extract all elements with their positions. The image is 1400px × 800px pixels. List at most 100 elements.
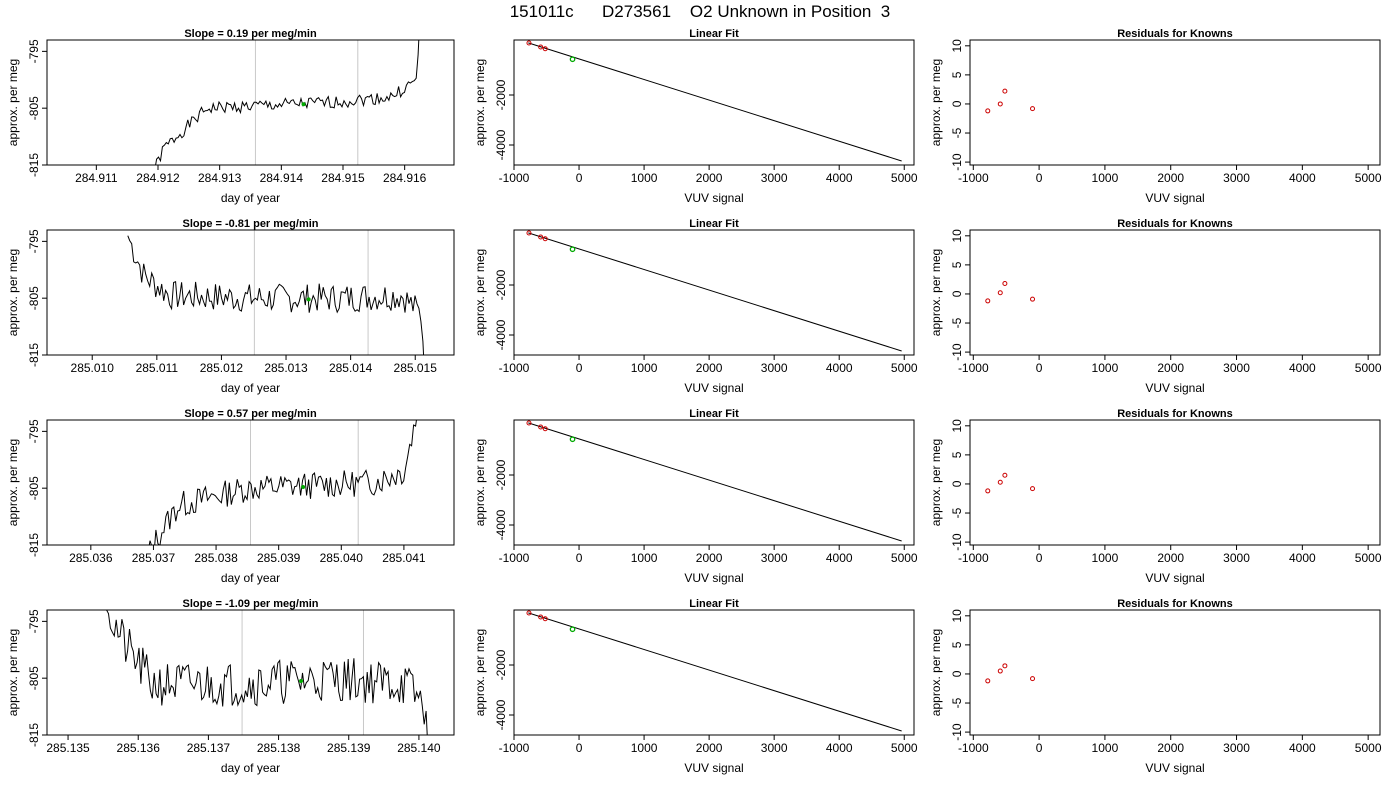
x-tick-label: 2000	[696, 361, 723, 375]
y-axis-label: approx. per meg	[929, 629, 943, 716]
fit-line	[528, 422, 902, 542]
x-tick-label: -1000	[499, 551, 530, 565]
plot-frame	[513, 229, 915, 356]
x-tick-label: 3000	[1223, 551, 1250, 565]
series-line	[127, 235, 425, 355]
plot-area	[526, 230, 902, 352]
x-tick-label: 3000	[761, 361, 788, 375]
x-tick-label: 4000	[1289, 361, 1316, 375]
x-tick-label: 0	[576, 171, 583, 185]
plot-area	[106, 610, 428, 735]
y-tick-label: -10	[950, 533, 964, 551]
x-tick-label: 4000	[826, 361, 853, 375]
plot-frame	[513, 609, 915, 736]
x-tick-label: 285.135	[46, 741, 90, 755]
y-tick-label: 5	[950, 261, 964, 268]
x-tick-label: 284.914	[260, 171, 304, 185]
y-tick-label: 5	[950, 451, 964, 458]
known-point	[538, 44, 544, 50]
y-tick-label: -805	[27, 476, 41, 500]
x-tick-label: 3000	[761, 741, 788, 755]
x-tick-label: 285.010	[71, 361, 115, 375]
known-point	[542, 616, 548, 622]
x-tick-label: -1000	[958, 741, 989, 755]
known-point	[1030, 676, 1036, 682]
y-tick-label: -2000	[494, 269, 508, 300]
x-tick-label: 285.041	[382, 551, 426, 565]
plot-frame	[513, 39, 915, 166]
x-tick-label: 3000	[1223, 171, 1250, 185]
x-tick-label: 1000	[1092, 171, 1119, 185]
known-point	[526, 420, 532, 426]
x-tick-label: -1000	[499, 361, 530, 375]
x-tick-label: 0	[1036, 361, 1043, 375]
y-tick-label: -5	[950, 317, 964, 328]
y-tick-label: -815	[27, 153, 41, 177]
panel-3: Slope = 0.57 per meg/min 285.036 285.037 28…	[6, 408, 455, 585]
y-tick-label: -4000	[494, 319, 508, 350]
x-tick-label: 0	[576, 361, 583, 375]
x-axis-label: VUV signal	[1145, 571, 1204, 585]
x-tick-label: 284.912	[136, 171, 180, 185]
y-tick-label: -795	[27, 229, 41, 253]
x-tick-label: 285.038	[194, 551, 238, 565]
x-tick-label: 1000	[631, 361, 658, 375]
x-axis-label: VUV signal	[684, 381, 743, 395]
y-tick-label: -5	[950, 697, 964, 708]
x-axis-label: VUV signal	[684, 571, 743, 585]
panel-4: Slope = -1.09 per meg/min 285.135 285.136 2…	[6, 598, 455, 775]
known-point	[542, 46, 548, 52]
y-tick-label: 5	[950, 641, 964, 648]
plot-area	[526, 420, 902, 542]
y-axis-label: approx. per meg	[6, 249, 20, 336]
plot-frame	[46, 609, 455, 736]
panel-title: Linear Fit	[689, 598, 739, 610]
x-tick-label: 0	[576, 741, 583, 755]
known-point	[1002, 472, 1008, 478]
plot-area	[985, 663, 1036, 684]
x-tick-label: 0	[1036, 551, 1043, 565]
y-tick-label: 0	[950, 670, 964, 677]
y-tick-label: -815	[27, 533, 41, 557]
plot-area	[985, 280, 1036, 304]
x-tick-label: 285.039	[257, 551, 301, 565]
unknown-point	[569, 56, 576, 63]
known-point	[1002, 88, 1008, 94]
x-tick-label: -1000	[499, 171, 530, 185]
y-tick-label: -5	[950, 127, 964, 138]
series-line	[155, 40, 420, 165]
panel-11: Residuals for Knowns -1000 0 1000 2000 3000 40…	[929, 408, 1382, 585]
y-tick-label: -2000	[494, 79, 508, 110]
x-tick-label: 285.011	[136, 361, 179, 375]
y-axis-label: approx. per meg	[6, 59, 20, 146]
x-tick-label: 1000	[631, 741, 658, 755]
x-tick-label: 3000	[761, 551, 788, 565]
y-tick-label: -10	[950, 153, 964, 171]
unknown-point	[569, 626, 576, 633]
plot-frame	[969, 39, 1381, 166]
series-line	[148, 420, 417, 545]
x-axis-label: day of year	[221, 381, 280, 395]
panel-title: Residuals for Knowns	[1117, 218, 1233, 230]
x-tick-label: 1000	[1092, 741, 1119, 755]
known-point	[542, 236, 548, 242]
x-tick-label: -1000	[499, 741, 530, 755]
x-tick-label: 5000	[1355, 361, 1382, 375]
plot-frame	[46, 419, 455, 546]
unknown-point	[569, 246, 576, 253]
y-tick-label: -805	[27, 666, 41, 690]
y-tick-label: -815	[27, 343, 41, 367]
y-axis-label: approx. per meg	[473, 59, 487, 146]
y-tick-label: 5	[950, 71, 964, 78]
y-axis-label: approx. per meg	[929, 439, 943, 526]
x-tick-label: 284.915	[321, 171, 365, 185]
x-tick-label: 4000	[826, 741, 853, 755]
known-point	[526, 610, 532, 616]
x-tick-label: 4000	[1289, 171, 1316, 185]
x-tick-label: 4000	[1289, 551, 1316, 565]
panel-7: Linear Fit -1000 0 1000 2000 3000 4000 5000 VUV …	[473, 408, 918, 585]
panel-title: Linear Fit	[689, 218, 739, 230]
known-point	[526, 40, 532, 46]
x-tick-label: 5000	[891, 361, 918, 375]
panel-1: Slope = 0.19 per meg/min 284.911 284.912 28…	[6, 28, 455, 205]
